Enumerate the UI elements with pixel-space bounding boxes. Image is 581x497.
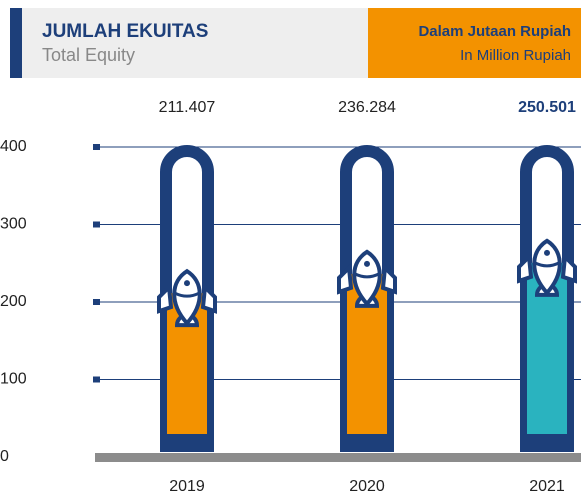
fish-eye	[184, 280, 190, 287]
y-tick-label: 300	[0, 216, 27, 233]
fish-icon	[337, 249, 397, 308]
unit-label: Dalam Jutaan Rupiah	[418, 23, 571, 40]
value-label: 236.284	[338, 99, 396, 116]
fish-fin	[157, 282, 217, 314]
fish-eye	[544, 249, 550, 256]
fish-icon	[157, 268, 217, 328]
header-accent	[10, 8, 22, 78]
x-tick-label: 2021	[529, 478, 565, 495]
tick-marker	[93, 299, 100, 305]
chart-title: JUMLAH EKUITAS	[42, 21, 208, 42]
tube-base	[340, 434, 394, 452]
header-box	[10, 8, 368, 78]
tick-marker	[93, 144, 100, 150]
x-tick-label: 2019	[169, 478, 205, 495]
fish-eye	[364, 260, 370, 267]
tick-marker	[93, 221, 100, 228]
fish-icon	[517, 238, 577, 297]
unit-box	[368, 8, 581, 78]
unit-sublabel: In Million Rupiah	[460, 47, 571, 64]
value-label: 250.501	[518, 99, 576, 116]
baseline	[95, 453, 581, 462]
fish-fin	[517, 252, 577, 284]
fish-fin	[337, 263, 397, 295]
y-tick-label: 0	[0, 448, 9, 465]
value-label: 211.407	[159, 99, 216, 116]
y-tick-label: 400	[0, 138, 27, 155]
y-tick-label: 100	[0, 371, 27, 388]
x-tick-label: 2020	[349, 478, 385, 495]
tick-marker	[93, 376, 100, 383]
fish-gill	[174, 291, 200, 298]
tube-base	[160, 434, 214, 452]
fish-gill	[534, 261, 560, 268]
y-tick-label: 200	[0, 293, 27, 310]
tube-base	[520, 434, 574, 452]
chart-subtitle: Total Equity	[42, 45, 135, 65]
fish-gill	[354, 272, 380, 279]
